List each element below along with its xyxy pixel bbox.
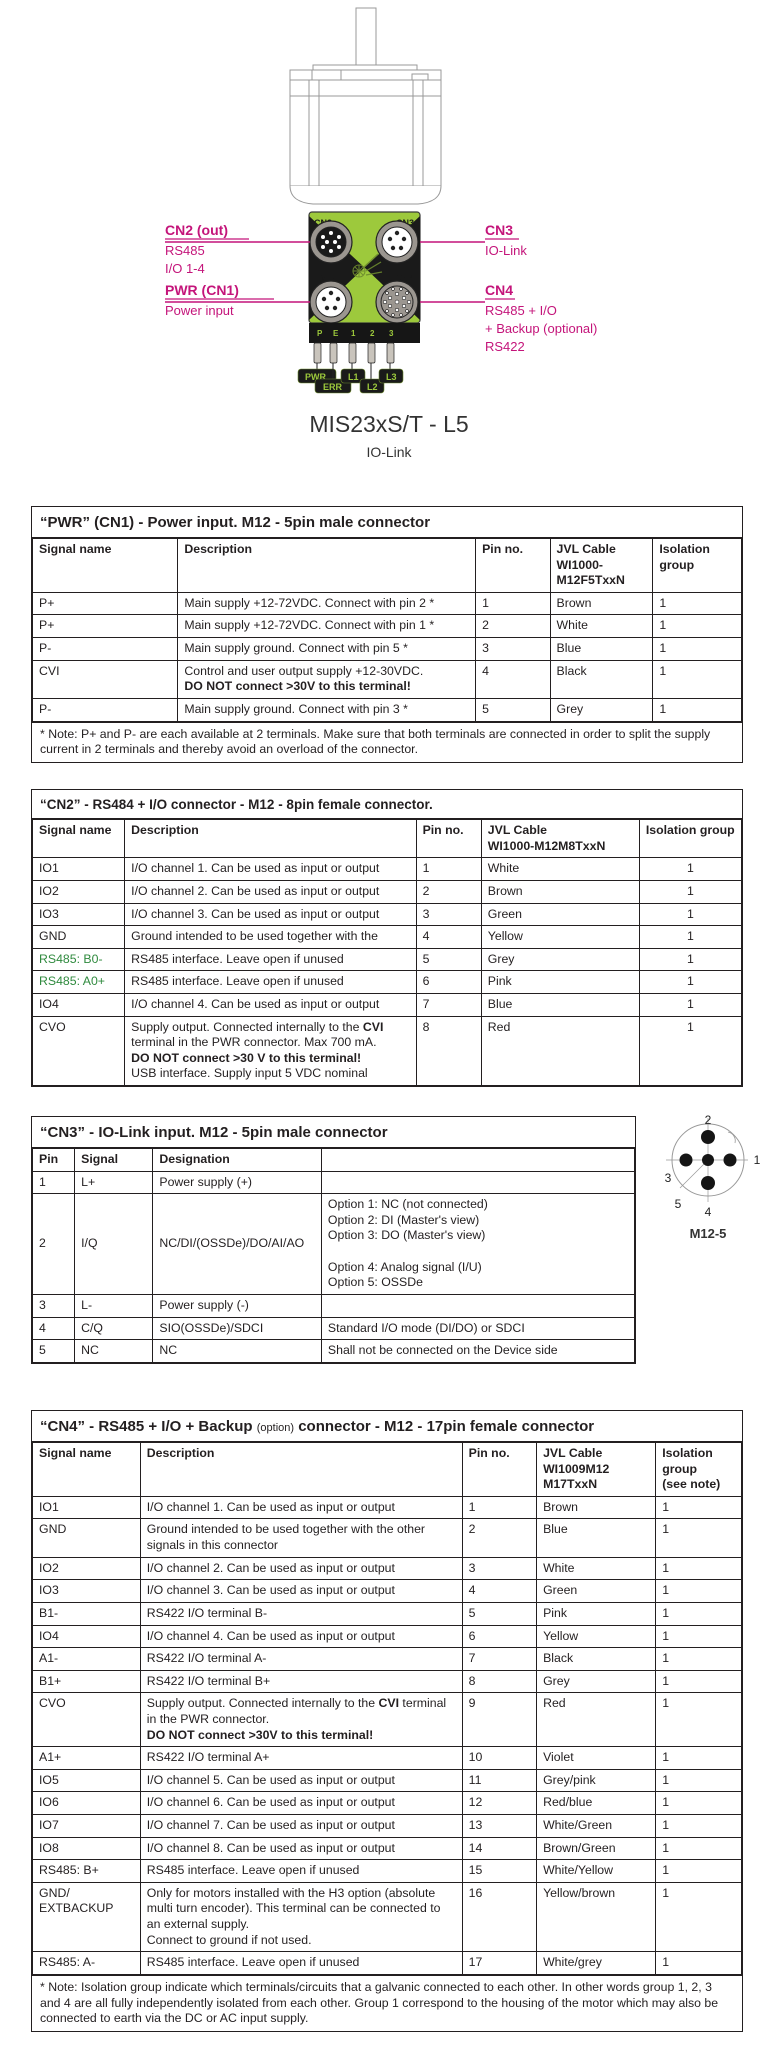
svg-text:RS485 + I/O: RS485 + I/O	[485, 303, 557, 318]
svg-text:CN3: CN3	[485, 222, 513, 238]
svg-text:L1: L1	[348, 372, 359, 382]
svg-text:Power input: Power input	[165, 303, 234, 318]
svg-text:2: 2	[370, 329, 375, 338]
svg-text:1: 1	[351, 329, 356, 338]
svg-text:IO-Link: IO-Link	[366, 444, 412, 460]
svg-text:3: 3	[389, 329, 394, 338]
svg-text:I/O 1-4: I/O 1-4	[165, 261, 205, 276]
svg-text:4: 4	[705, 1205, 712, 1219]
svg-text:CN4: CN4	[485, 282, 513, 298]
svg-text:M12-5: M12-5	[690, 1226, 727, 1241]
svg-text:MIS23xS/T - L5: MIS23xS/T - L5	[309, 411, 468, 437]
svg-text:CN2 (out): CN2 (out)	[165, 222, 228, 238]
svg-text:ERR: ERR	[323, 382, 343, 392]
svg-text:+ Backup (optional): + Backup (optional)	[485, 321, 597, 336]
svg-text:RS485: RS485	[165, 243, 205, 258]
svg-text:3: 3	[665, 1171, 672, 1185]
svg-text:1: 1	[754, 1153, 761, 1167]
svg-text:5: 5	[675, 1197, 682, 1211]
svg-text:IO-Link: IO-Link	[485, 243, 527, 258]
svg-text:L2: L2	[367, 382, 378, 392]
svg-text:PWR (CN1): PWR (CN1)	[165, 282, 239, 298]
svg-text:2: 2	[705, 1113, 712, 1127]
svg-text:E: E	[333, 329, 339, 338]
svg-text:P: P	[317, 329, 323, 338]
svg-text:RS422: RS422	[485, 339, 525, 354]
svg-text:L3: L3	[386, 372, 397, 382]
